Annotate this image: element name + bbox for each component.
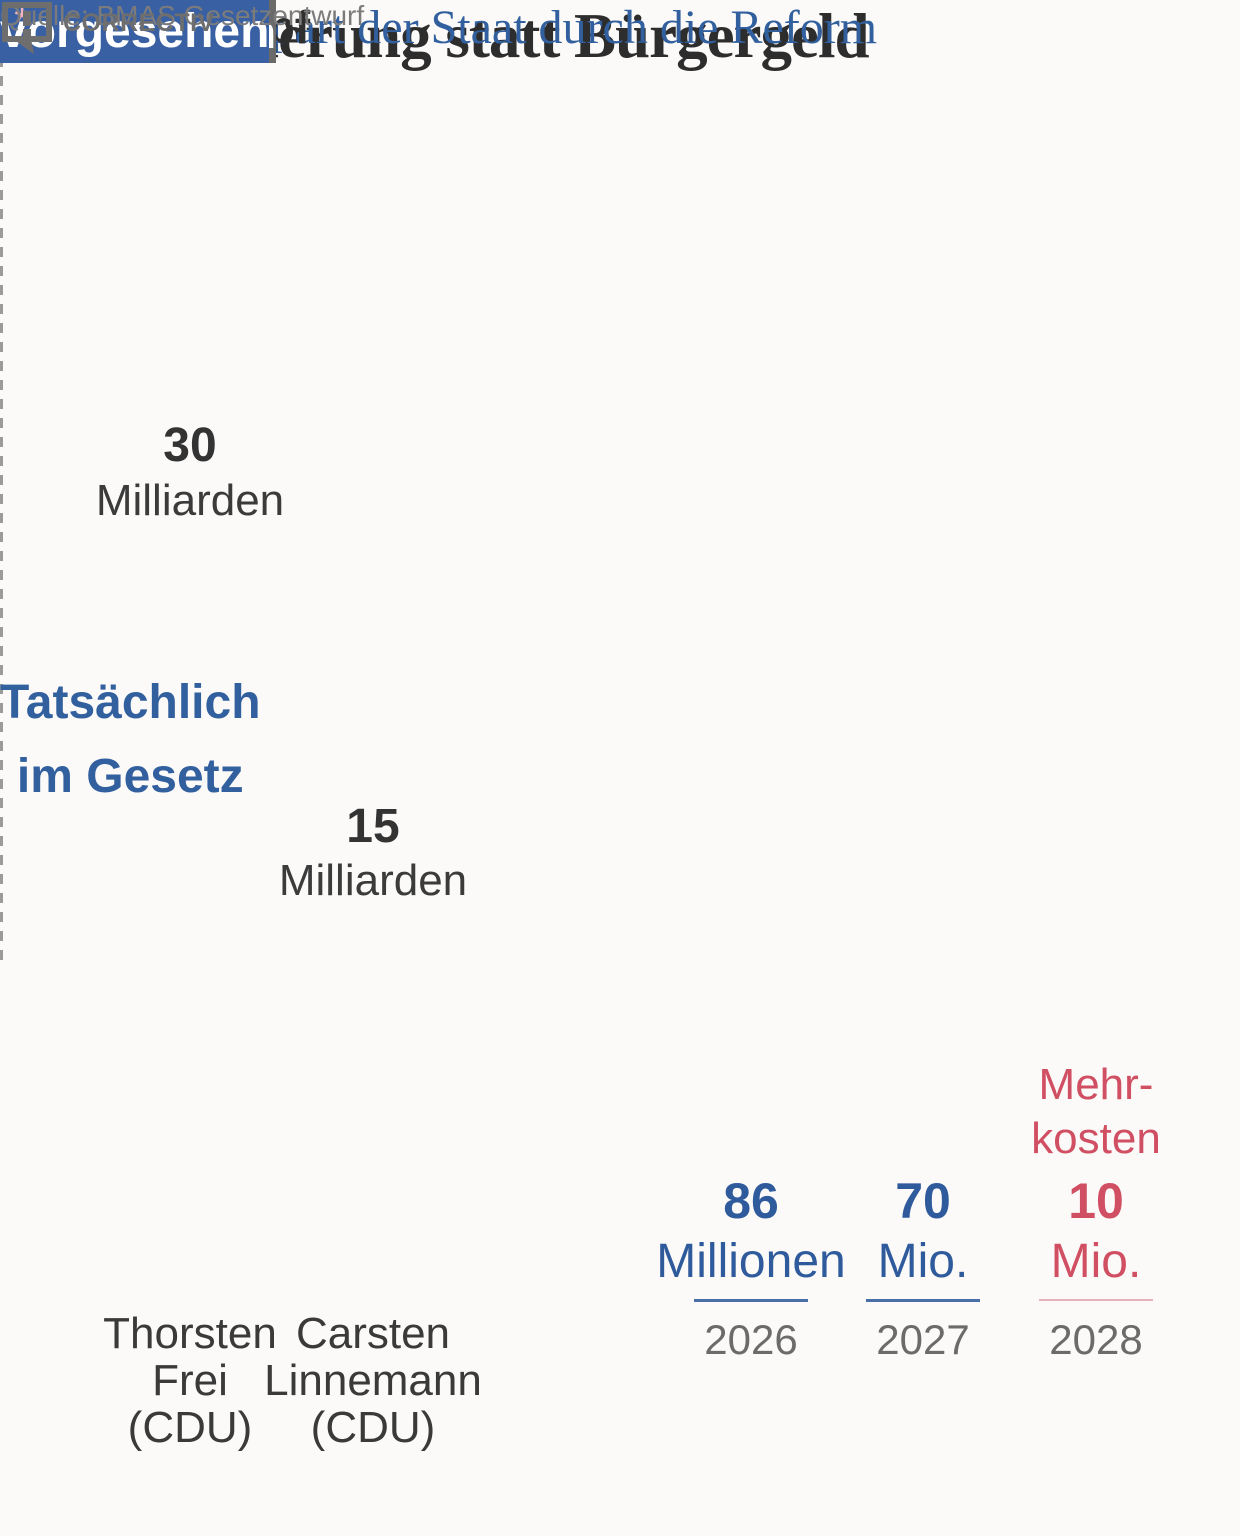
- bar-label-linnemann: Carsten Linnemann (CDU): [248, 1310, 498, 1451]
- underline-2028: [1039, 1299, 1153, 1301]
- value-2026: 86: [723, 1173, 779, 1229]
- unit-2026: Millionen: [656, 1235, 846, 1288]
- year-2027: 2027: [876, 1316, 970, 1363]
- value-2027: 70: [895, 1173, 951, 1229]
- bar-label-linnemann-line3: (CDU): [310, 1403, 436, 1452]
- year-2026: 2026: [704, 1316, 798, 1363]
- unit-2027: Mio.: [877, 1235, 969, 1288]
- bar-label-frei-line2: Frei: [152, 1356, 228, 1405]
- dashed-divider: [0, 0, 3, 961]
- bar-label-linnemann-line2: Linnemann: [264, 1356, 482, 1405]
- unit-2028: Mio.: [1050, 1235, 1142, 1288]
- underline-2026: [694, 1299, 808, 1302]
- value-2028: 10: [1068, 1173, 1124, 1229]
- bar-value-frei: 30: [163, 419, 217, 472]
- bar-label-frei-line1: Thorsten: [103, 1309, 277, 1358]
- correctiv-logo: CORRECTIV: [0, 0, 215, 59]
- underline-2027: [866, 1299, 980, 1302]
- actual-badge: vorgesehen: [0, 0, 270, 63]
- speech-bubble-exclamation-icon: [0, 0, 54, 59]
- bar-unit-linnemann: Milliarden: [278, 856, 468, 905]
- bar-label-frei: Thorsten Frei (CDU): [65, 1310, 315, 1451]
- bar-label-frei-line3: (CDU): [127, 1403, 253, 1452]
- extra-costs-label-line1: Mehr-: [1038, 1060, 1154, 1109]
- bar-unit-frei: Milliarden: [95, 476, 285, 525]
- extra-costs-label-line2: kosten: [1031, 1114, 1161, 1163]
- actual-heading: Tatsächlich im Gesetz: [0, 666, 261, 814]
- bar-value-linnemann: 15: [346, 800, 400, 853]
- actual-heading-line1: Tatsächlich: [0, 676, 261, 729]
- correctiv-logo-text: CORRECTIV: [63, 9, 215, 37]
- source-note: Quelle: BMAS Gesetzentwurf: [0, 0, 365, 31]
- bar-label-linnemann-line1: Carsten: [295, 1309, 451, 1358]
- actual-heading-line2: im Gesetz: [16, 750, 244, 803]
- year-2028: 2028: [1049, 1316, 1143, 1363]
